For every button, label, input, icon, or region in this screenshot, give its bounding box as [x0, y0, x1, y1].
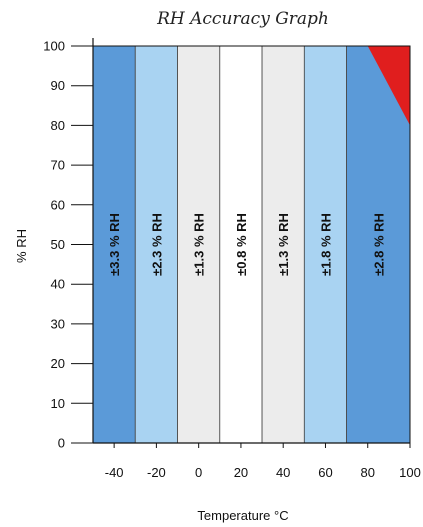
- chart-title: RH Accuracy Graph: [156, 9, 329, 29]
- x-axis-label: Temperature °C: [197, 508, 288, 523]
- y-tick-label: 80: [51, 118, 65, 133]
- bands-group: [92, 45, 411, 444]
- accuracy-band-6: [303, 45, 348, 444]
- accuracy-band-4: [219, 45, 263, 444]
- y-tick-label: 10: [51, 396, 65, 411]
- band-label-3: ±1.3 % RH: [192, 213, 207, 276]
- y-tick-label: 70: [51, 158, 65, 173]
- y-axis-label: % RH: [14, 229, 29, 263]
- y-tick-label: 40: [51, 277, 65, 292]
- x-axis-ticks: -40 -20 0 20 40 60 80 100: [93, 442, 421, 480]
- band-label-2: ±2.3 % RH: [149, 213, 164, 276]
- x-tick-label: 40: [276, 465, 290, 480]
- band-label-1: ±3.3 % RH: [107, 213, 122, 276]
- x-tick-label: 80: [360, 465, 374, 480]
- accuracy-band-1: [92, 45, 136, 444]
- accuracy-band-2: [134, 45, 178, 444]
- y-tick-label: 50: [51, 237, 65, 252]
- y-axis-ticks: 0 10 20 30 40 50 60 70 80 90 100: [43, 38, 94, 451]
- x-tick-label: -20: [147, 465, 166, 480]
- y-tick-label: 30: [51, 316, 65, 331]
- y-tick-label: 0: [58, 436, 65, 451]
- y-tick-label: 90: [51, 78, 65, 93]
- band-label-6: ±1.8 % RH: [318, 213, 333, 276]
- x-tick-label: -40: [105, 465, 124, 480]
- highlight-region: [367, 46, 410, 126]
- x-tick-label: 60: [318, 465, 332, 480]
- y-tick-label: 100: [43, 39, 65, 54]
- x-tick-label: 20: [234, 465, 248, 480]
- y-tick-label: 60: [51, 197, 65, 212]
- x-tick-label: 100: [399, 465, 421, 480]
- y-tick-label: 20: [51, 356, 65, 371]
- accuracy-band-5: [261, 45, 305, 444]
- band-labels-group: ±3.3 % RH ±2.3 % RH ±1.3 % RH ±0.8 % RH ±1.3…: [107, 213, 386, 276]
- band-label-4: ±0.8 % RH: [234, 213, 249, 276]
- band-label-7: ±2.8 % RH: [371, 213, 386, 276]
- band-label-5: ±1.3 % RH: [276, 213, 291, 276]
- x-tick-label: 0: [195, 465, 202, 480]
